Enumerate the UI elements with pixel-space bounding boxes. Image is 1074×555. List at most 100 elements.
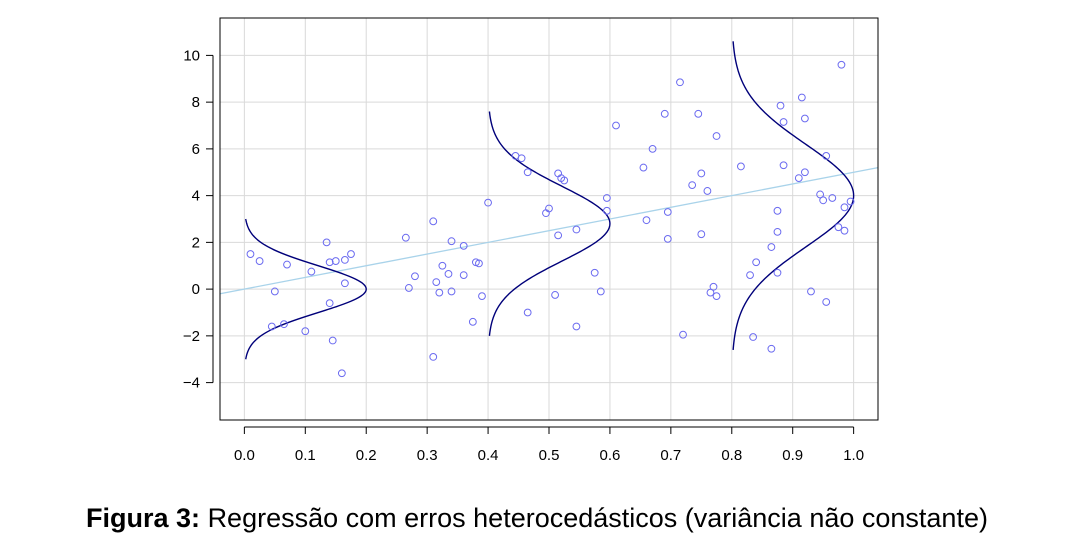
y-tick-label: 2 (192, 234, 200, 251)
data-point (767, 344, 776, 353)
y-tick-label: 10 (183, 47, 200, 64)
data-point (648, 144, 657, 153)
y-tick-label: 6 (192, 141, 200, 158)
data-point (554, 231, 563, 240)
data-point (545, 204, 553, 213)
data-point (572, 322, 581, 331)
data-point (459, 241, 468, 250)
data-point (612, 121, 620, 130)
data-point (301, 327, 310, 336)
data-point (340, 256, 349, 264)
x-tick-label: 0.7 (660, 447, 681, 464)
x-tick-label: 0.5 (539, 447, 560, 464)
data-point (340, 279, 349, 288)
y-axis: −4 −2 0 2 4 6 8 10 (183, 47, 214, 392)
regression-layer (219, 166, 879, 295)
data-point (807, 287, 815, 296)
data-points-layer (246, 60, 855, 378)
data-point (270, 287, 279, 296)
data-point (347, 250, 355, 258)
x-axis: 0.0 0.1 0.2 0.3 0.4 0.5 0.6 0.7 0.8 0.9 1.0 (234, 426, 864, 464)
data-point (475, 259, 483, 268)
data-point (401, 233, 410, 242)
data-point (822, 298, 831, 306)
caption-text: Regressão com erros heterocedásticos (va… (207, 503, 988, 533)
data-point (840, 203, 849, 212)
data-point (822, 151, 831, 160)
data-point (328, 336, 337, 345)
data-point (697, 169, 706, 178)
data-point (325, 299, 334, 308)
data-point (432, 278, 441, 287)
data-point (660, 109, 669, 118)
x-tick-label: 0.2 (356, 447, 377, 464)
x-tick-label: 0.6 (599, 447, 620, 464)
x-tick-label: 0.9 (782, 447, 803, 464)
density-curve-2 (488, 111, 611, 336)
data-point (572, 225, 581, 234)
data-point (846, 197, 855, 206)
data-point (411, 272, 419, 281)
y-tick-label: 0 (192, 281, 200, 298)
data-point (551, 291, 559, 299)
data-point (694, 109, 703, 118)
figure-caption: Figura 3: Regressão com erros heterocedá… (0, 503, 1074, 534)
scatter-plot: 0.0 0.1 0.2 0.3 0.4 0.5 0.6 0.7 0.8 0.9 1.0 −4 −2 0 2… (183, 17, 879, 464)
data-point (404, 284, 413, 292)
data-point (429, 352, 438, 361)
data-point (478, 292, 486, 301)
data-point (773, 268, 782, 277)
plot-frame (219, 17, 879, 421)
data-point (816, 190, 825, 199)
data-point (767, 243, 776, 251)
data-point (602, 206, 611, 215)
data-point (709, 282, 718, 291)
data-point (688, 181, 697, 190)
data-point (712, 132, 721, 140)
data-point (752, 258, 761, 267)
data-point (679, 330, 687, 339)
density-curve-1 (245, 218, 367, 360)
data-point (590, 268, 599, 277)
data-point (331, 257, 340, 265)
grid-lines (220, 18, 878, 420)
data-point (435, 288, 444, 297)
regression-line (219, 166, 879, 295)
data-point (773, 206, 782, 215)
data-point (639, 163, 648, 172)
data-point (429, 217, 438, 226)
data-point (484, 198, 492, 207)
data-point (283, 260, 291, 269)
data-point (523, 168, 532, 177)
data-point (337, 369, 346, 378)
data-point (663, 234, 672, 243)
x-tick-label: 0.3 (417, 447, 438, 464)
data-point (834, 223, 843, 232)
x-tick-label: 0.0 (234, 447, 255, 464)
x-tick-label: 0.1 (295, 447, 316, 464)
x-tick-label: 0.4 (478, 447, 499, 464)
y-tick-label: 8 (192, 94, 200, 111)
data-point (797, 93, 806, 102)
x-tick-label: 0.8 (721, 447, 742, 464)
data-point (794, 174, 803, 182)
density-curves-layer (245, 41, 855, 360)
data-point (840, 226, 849, 235)
data-point (779, 161, 788, 170)
data-point (676, 78, 684, 87)
data-point (444, 270, 453, 278)
data-point (737, 162, 745, 171)
data-point (749, 333, 758, 341)
data-point (602, 194, 611, 202)
density-curve-3 (732, 41, 855, 350)
data-point (837, 60, 846, 69)
data-point (560, 176, 569, 185)
data-point (800, 114, 809, 123)
data-point (307, 267, 316, 276)
data-point (517, 154, 526, 163)
data-point (255, 257, 264, 265)
data-point (280, 320, 288, 329)
data-point (523, 308, 532, 317)
data-point (776, 101, 785, 110)
data-point (779, 118, 788, 126)
